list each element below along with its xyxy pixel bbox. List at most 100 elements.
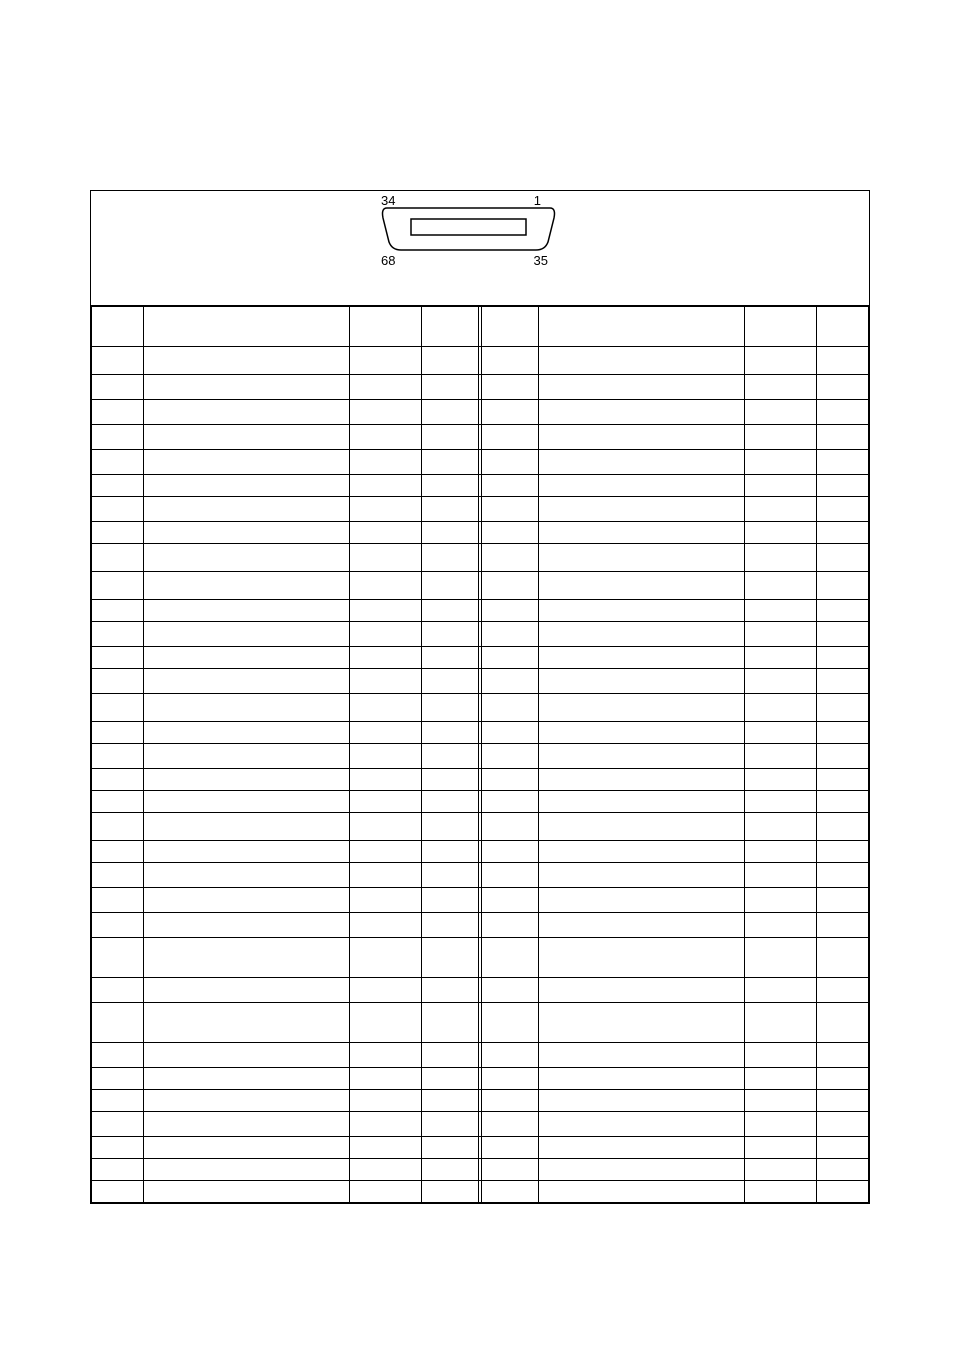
table-cell: [143, 522, 349, 544]
table-cell: [538, 572, 744, 600]
table-cell: [817, 841, 869, 863]
table-cell: [817, 669, 869, 694]
table-cell: [422, 669, 479, 694]
table-cell: [817, 1181, 869, 1203]
pinout-frame: 34 1 68 35: [90, 190, 870, 1204]
table-cell: [538, 1137, 744, 1159]
table-cell: [92, 375, 144, 400]
table-cell: [422, 622, 479, 647]
table-cell: [349, 813, 421, 841]
table-cell: [92, 769, 144, 791]
table-cell: [538, 669, 744, 694]
table-cell: [349, 744, 421, 769]
table-cell: [817, 769, 869, 791]
table-cell: [745, 497, 817, 522]
table-row: [92, 522, 869, 544]
table-cell: [745, 669, 817, 694]
table-cell: [482, 722, 539, 744]
table-cell: [538, 1112, 744, 1137]
table-cell: [482, 1159, 539, 1181]
connector-shell: [383, 208, 555, 250]
table-cell: [349, 913, 421, 938]
table-cell: [349, 669, 421, 694]
table-cell: [817, 572, 869, 600]
table-cell: [482, 400, 539, 425]
table-cell: [817, 1137, 869, 1159]
table-cell: [817, 347, 869, 375]
table-cell: [745, 1043, 817, 1068]
table-cell: [92, 1003, 144, 1043]
table-cell: [817, 913, 869, 938]
table-cell: [422, 522, 479, 544]
table-cell: [538, 722, 744, 744]
table-cell: [482, 863, 539, 888]
table-cell: [538, 475, 744, 497]
table-cell: [538, 425, 744, 450]
table-cell: [817, 622, 869, 647]
table-cell: [817, 888, 869, 913]
table-cell: [482, 425, 539, 450]
table-cell: [92, 425, 144, 450]
table-cell: [538, 769, 744, 791]
table-cell: [92, 1159, 144, 1181]
table-cell: [422, 1112, 479, 1137]
table-cell: [538, 791, 744, 813]
table-cell: [143, 1159, 349, 1181]
table-cell: [143, 1181, 349, 1203]
table-cell: [482, 544, 539, 572]
table-cell: [422, 347, 479, 375]
table-cell: [349, 400, 421, 425]
table-cell: [745, 722, 817, 744]
table-cell: [538, 450, 744, 475]
table-cell: [143, 888, 349, 913]
table-row: [92, 841, 869, 863]
table-cell: [349, 450, 421, 475]
table-cell: [92, 347, 144, 375]
table-cell: [538, 1068, 744, 1090]
table-row: [92, 913, 869, 938]
table-cell: [92, 1043, 144, 1068]
table-cell: [92, 572, 144, 600]
table-cell: [349, 572, 421, 600]
table-cell: [745, 841, 817, 863]
table-cell: [482, 497, 539, 522]
table-cell: [143, 744, 349, 769]
table-cell: [92, 1112, 144, 1137]
table-cell: [349, 978, 421, 1003]
table-cell: [92, 791, 144, 813]
table-cell: [538, 913, 744, 938]
table-cell: [92, 694, 144, 722]
table-cell: [482, 841, 539, 863]
table-cell: [92, 544, 144, 572]
table-cell: [92, 744, 144, 769]
table-cell: [538, 841, 744, 863]
table-cell: [422, 938, 479, 978]
table-cell: [92, 622, 144, 647]
table-row: [92, 1137, 869, 1159]
table-cell: [817, 1090, 869, 1112]
table-cell: [349, 544, 421, 572]
table-cell: [92, 647, 144, 669]
table-cell: [482, 791, 539, 813]
table-cell: [349, 1137, 421, 1159]
table-cell: [349, 888, 421, 913]
table-cell: [92, 1181, 144, 1203]
table-cell: [745, 1137, 817, 1159]
table-cell: [92, 669, 144, 694]
table-cell: [92, 522, 144, 544]
table-row: [92, 544, 869, 572]
table-cell: [143, 1043, 349, 1068]
table-cell: [482, 600, 539, 622]
table-cell: [482, 1137, 539, 1159]
col-header-l0: [92, 307, 144, 347]
table-cell: [143, 669, 349, 694]
table-cell: [538, 744, 744, 769]
table-cell: [349, 1003, 421, 1043]
table-cell: [349, 600, 421, 622]
table-cell: [538, 647, 744, 669]
table-cell: [538, 497, 744, 522]
table-row: [92, 450, 869, 475]
table-cell: [538, 347, 744, 375]
table-cell: [92, 722, 144, 744]
table-row: [92, 669, 869, 694]
